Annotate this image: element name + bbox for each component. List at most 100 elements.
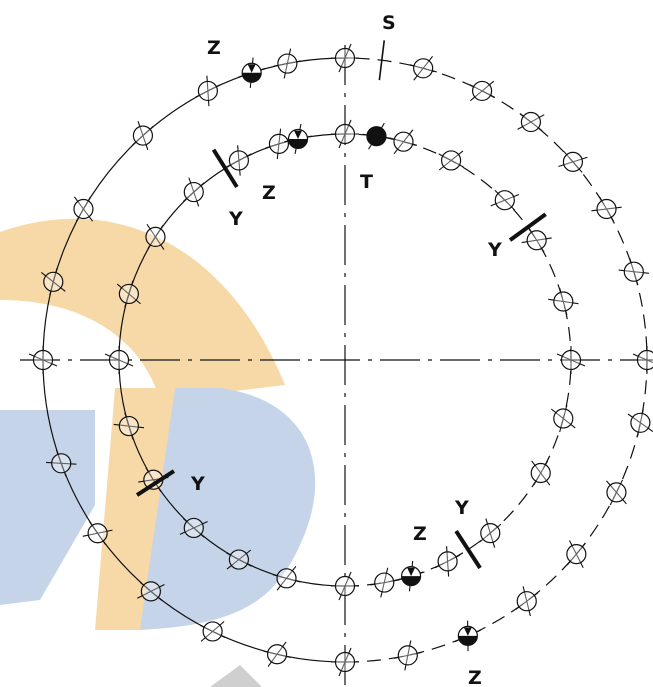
hole-outline <box>562 151 584 172</box>
label-y-right: Y <box>487 239 502 261</box>
outer-hole-19 <box>45 449 77 477</box>
watermark-blue-left-stroke <box>0 410 95 605</box>
hole-outline <box>397 645 418 666</box>
inner-hole-1 <box>362 122 391 150</box>
outer-hole-9 <box>606 479 627 506</box>
hole-outline <box>480 523 501 544</box>
hole-half-fill <box>242 72 262 83</box>
hole-outline <box>51 453 72 474</box>
hole-outline <box>623 261 644 282</box>
inner-hole-15 <box>272 565 301 591</box>
label-y-lower-left: Y <box>190 473 205 495</box>
hole-outline <box>118 415 139 437</box>
hole-outline <box>228 150 249 171</box>
inner-hole-6 <box>548 287 579 316</box>
hole-outline <box>228 549 249 570</box>
hole-outline <box>526 230 547 251</box>
hole-outline <box>183 181 204 203</box>
inner-hole-3 <box>438 150 464 171</box>
hole-outline <box>32 349 54 371</box>
mark-y-upper-left <box>211 148 239 189</box>
mark-y-lower-left <box>135 469 176 497</box>
hole-wedge <box>247 64 256 73</box>
inner-hole-2 <box>389 129 418 155</box>
outer-hole-10 <box>566 540 587 568</box>
watermark-logo <box>0 218 316 687</box>
hole-outline <box>197 80 218 102</box>
hole-outline <box>636 349 653 371</box>
label-s: S <box>382 12 396 34</box>
inner-hole-12 <box>397 560 425 592</box>
inner-hole-23 <box>183 177 205 207</box>
inner-hole-21 <box>116 280 141 308</box>
hole-outline <box>520 111 542 133</box>
outer-hole-8 <box>627 408 653 437</box>
hole-outline <box>437 551 458 572</box>
label-z-inner-bottom: Z <box>413 523 427 545</box>
outer-hole-7 <box>632 346 653 374</box>
inner-hole-11 <box>434 546 461 577</box>
hole-outline <box>276 568 297 589</box>
outer-hole-4 <box>558 150 588 173</box>
mark-y-lower-right <box>454 529 482 570</box>
outer-hole-12 <box>454 620 481 652</box>
label-z-outer-bottom: Z <box>468 667 482 687</box>
watermark-orange-bar <box>95 388 175 630</box>
hole-outline <box>118 283 139 305</box>
hole-outline <box>334 123 356 145</box>
outer-hole-5 <box>591 196 622 222</box>
inner-hole-19 <box>113 412 145 440</box>
hole-outline <box>277 53 298 74</box>
outer-hole-16 <box>199 621 226 642</box>
watermark-orange-arc <box>0 218 285 400</box>
hole-outline <box>87 523 108 544</box>
inner-hole-17 <box>179 517 208 539</box>
outer-hole-22 <box>73 196 94 222</box>
hole-outline <box>472 80 493 102</box>
outer-hole-26 <box>273 48 302 79</box>
inner-hole-8 <box>550 404 576 433</box>
outer-hole-13 <box>393 640 422 671</box>
inner-hole-0 <box>331 119 359 149</box>
labels: S T Y Y Y Y Z Z Z Z <box>190 12 502 687</box>
inner-hole-14 <box>331 571 359 601</box>
hole-outline <box>183 517 204 539</box>
watermark-gray-shape <box>210 665 262 687</box>
label-y-lower-right: Y <box>454 497 469 519</box>
hole-half-fill <box>458 635 478 646</box>
hole-half-fill <box>288 138 308 149</box>
hole-outline <box>73 198 94 220</box>
inner-hole-4 <box>490 189 520 211</box>
hole-outline <box>516 591 537 612</box>
outer-hole-24 <box>195 75 221 107</box>
hole-outline <box>334 651 356 673</box>
inner-hole-13 <box>370 567 399 598</box>
inner-hole-26 <box>284 123 312 154</box>
hole-outline <box>374 572 395 593</box>
hole-outline <box>202 621 223 642</box>
inner-hole-22 <box>145 223 166 250</box>
hole-outline <box>630 412 651 433</box>
hole-filled <box>366 126 387 147</box>
section-marks <box>135 40 547 570</box>
inner-hole-20 <box>104 346 134 374</box>
center-lines <box>20 45 653 687</box>
outer-hole-15 <box>263 641 291 667</box>
hole-outline <box>560 349 582 371</box>
outer-hole-23 <box>132 120 154 151</box>
hole-outline <box>268 133 290 154</box>
inner-hole-5 <box>521 228 552 253</box>
inner-hole-10 <box>479 518 502 548</box>
outer-hole-25 <box>238 57 266 88</box>
hole-outline <box>132 125 154 146</box>
label-z-inner-left: Z <box>262 182 276 204</box>
inner-hole-24 <box>226 145 252 176</box>
hole-half-fill <box>401 576 421 586</box>
outer-hole-2 <box>469 80 495 102</box>
hole-outline <box>413 58 434 79</box>
watermark-blue-d <box>140 388 316 630</box>
hole-outline <box>140 581 161 602</box>
outer-hole-14 <box>331 647 359 677</box>
